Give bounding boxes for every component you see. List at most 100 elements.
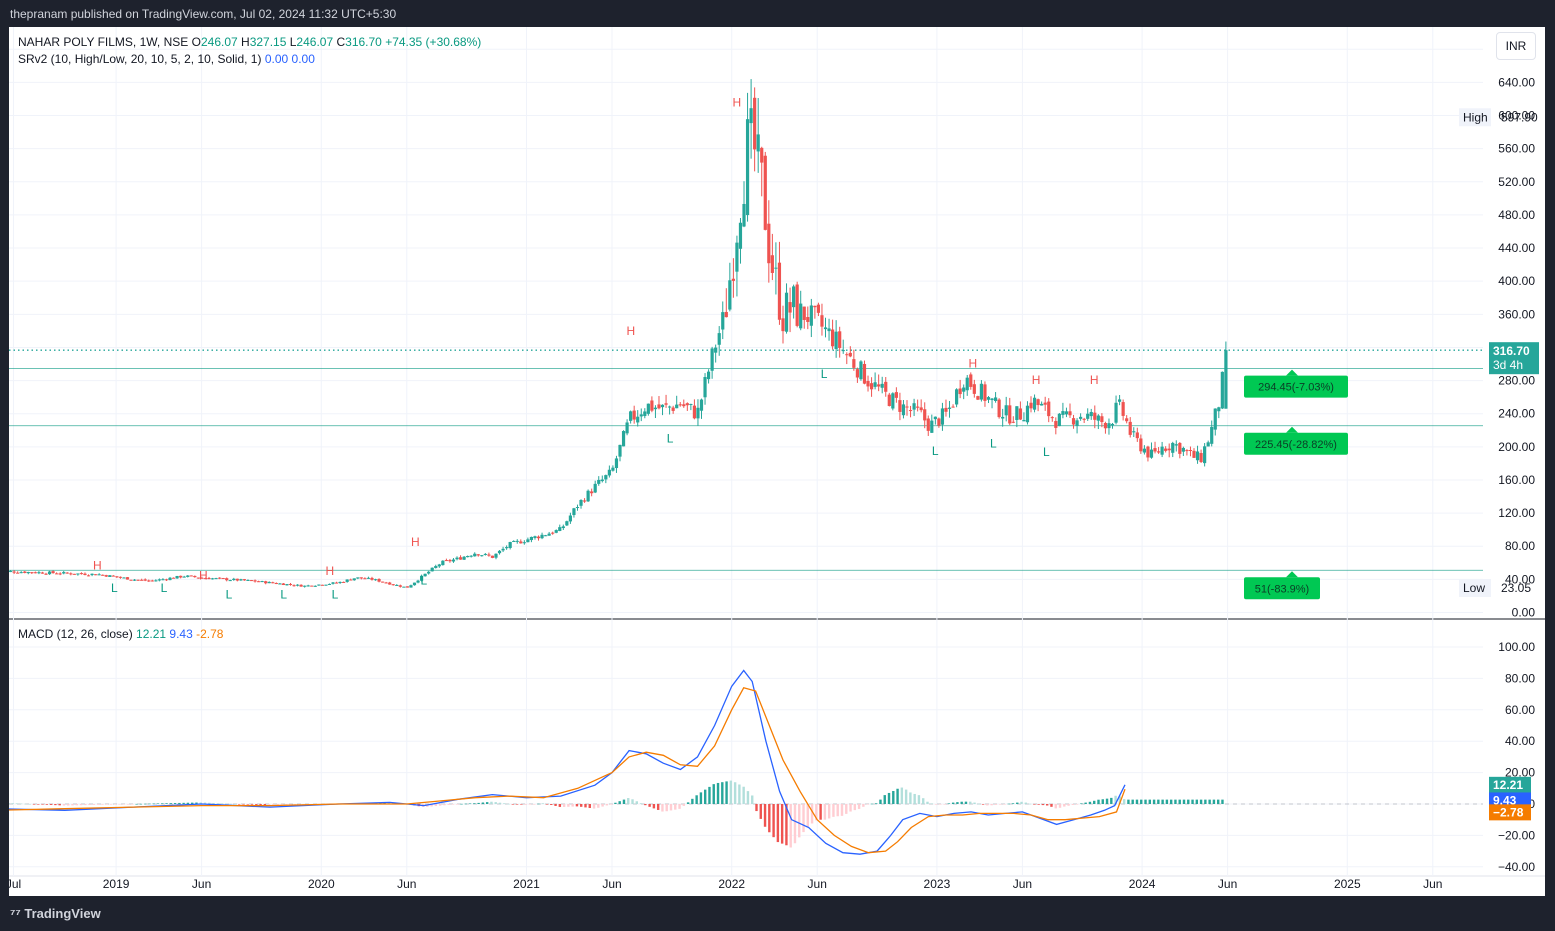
candle-body	[356, 577, 360, 579]
time-tick-label: Jun	[602, 877, 621, 891]
candle-body	[972, 384, 976, 394]
macd-histogram-bar	[148, 803, 151, 805]
macd-histogram-bar	[114, 804, 117, 805]
candle-body	[16, 572, 20, 574]
candle-body	[1103, 422, 1108, 429]
macd-histogram-bar	[545, 804, 549, 805]
candle-body	[951, 406, 955, 408]
macd-histogram-bar	[1105, 798, 1109, 804]
candle-body	[58, 573, 62, 575]
candle-body	[278, 583, 282, 585]
candle-body	[1025, 405, 1030, 423]
macd-histogram-bar	[473, 803, 476, 804]
macd-histogram-bar	[507, 803, 510, 805]
macd-histogram-bar	[220, 803, 224, 804]
macd-histogram-bar	[152, 803, 155, 805]
low-value: 23.05	[1501, 581, 1531, 595]
candle-body	[1135, 432, 1139, 439]
candle-body	[1054, 421, 1058, 428]
candle-body	[487, 554, 491, 556]
candle-body	[880, 383, 884, 388]
candle-body	[299, 584, 303, 587]
macd-histogram-bar	[883, 795, 886, 804]
candle-body	[529, 536, 534, 541]
candle-body	[1185, 450, 1189, 452]
candle-body	[1093, 412, 1097, 420]
macd-histogram-bar	[635, 801, 638, 804]
candle-body	[44, 573, 48, 575]
candle-body	[221, 578, 225, 580]
candle-body	[1018, 408, 1022, 420]
macd-hist-tag: 12.21	[1493, 778, 1523, 792]
candle-body	[575, 507, 580, 509]
high-label: High	[1463, 110, 1488, 124]
candle-body	[26, 571, 30, 574]
candle-body	[590, 491, 594, 494]
macd-histogram-bar	[956, 802, 959, 804]
macd-histogram-bar	[699, 792, 703, 804]
macd-histogram-bar	[780, 804, 784, 844]
candle-body	[749, 108, 753, 124]
candle-body	[1174, 444, 1178, 446]
candle-body	[480, 555, 484, 557]
macd-histogram-bar	[1003, 804, 1006, 805]
candle-body	[210, 578, 215, 580]
time-tick-label: Jun	[1423, 877, 1442, 891]
macd-histogram-bar	[387, 802, 391, 804]
candle-body	[827, 328, 831, 332]
candle-body	[1146, 446, 1150, 458]
candle-body	[395, 584, 399, 586]
macd-histogram-bar	[823, 804, 827, 820]
candle-body	[1114, 402, 1118, 423]
macd-histogram-bar	[468, 803, 472, 805]
candle-body	[646, 403, 650, 414]
macd-histogram-bar	[904, 789, 908, 804]
candle-body	[923, 409, 927, 421]
candle-body	[448, 560, 452, 562]
candle-body	[519, 541, 523, 544]
macd-histogram-bar	[951, 802, 955, 804]
candle-body	[1079, 416, 1083, 419]
macd-histogram-bar	[272, 804, 275, 806]
macd-histogram-bar	[229, 803, 232, 805]
candle-body	[1195, 451, 1200, 461]
candle-body	[147, 580, 151, 582]
candle-body	[990, 398, 994, 401]
macd-histogram-bar	[1216, 799, 1220, 804]
candle-body	[189, 575, 193, 577]
candle-body	[1096, 415, 1100, 421]
swing-low-marker: L	[667, 432, 674, 446]
candle-body	[62, 572, 66, 574]
macd-histogram-bar	[208, 802, 211, 804]
price-tick-label: 400.00	[1498, 274, 1535, 288]
macd-histogram-bar	[1101, 799, 1104, 804]
macd-histogram-bar	[54, 804, 57, 806]
candle-body	[944, 407, 948, 412]
candle-body	[1004, 405, 1008, 416]
candle-body	[317, 584, 321, 586]
macd-histogram-bar	[45, 804, 49, 805]
macd-histogram-bar	[1148, 799, 1151, 804]
macd-histogram-bar	[998, 804, 1002, 805]
chart-panel[interactable]: 0.00 40.00 80.00 120.00 160.00 200.00 240.00 28…	[9, 27, 1545, 896]
candle-body	[214, 578, 218, 580]
candle-body	[621, 431, 626, 447]
macd-histogram-bar	[751, 795, 754, 804]
macd-histogram-bar	[768, 804, 771, 833]
candle-body	[1224, 350, 1228, 409]
candle-body	[157, 579, 161, 581]
macd-histogram-bar	[1063, 804, 1066, 807]
candle-body	[597, 479, 601, 484]
currency-button[interactable]: INR	[1496, 32, 1536, 60]
candle-body	[83, 573, 87, 575]
candle-body	[1192, 450, 1196, 458]
candle-body	[678, 404, 682, 406]
candle-body	[862, 363, 867, 384]
macd-histogram-bar	[447, 804, 450, 805]
macd-histogram-bar	[1187, 799, 1190, 804]
candle-body	[232, 578, 236, 581]
candle-body	[714, 347, 718, 353]
macd-histogram-bar	[464, 803, 467, 805]
chart-svg[interactable]: 0.00 40.00 80.00 120.00 160.00 200.00 240.00 28…	[9, 27, 1545, 896]
candle-body	[568, 515, 572, 522]
